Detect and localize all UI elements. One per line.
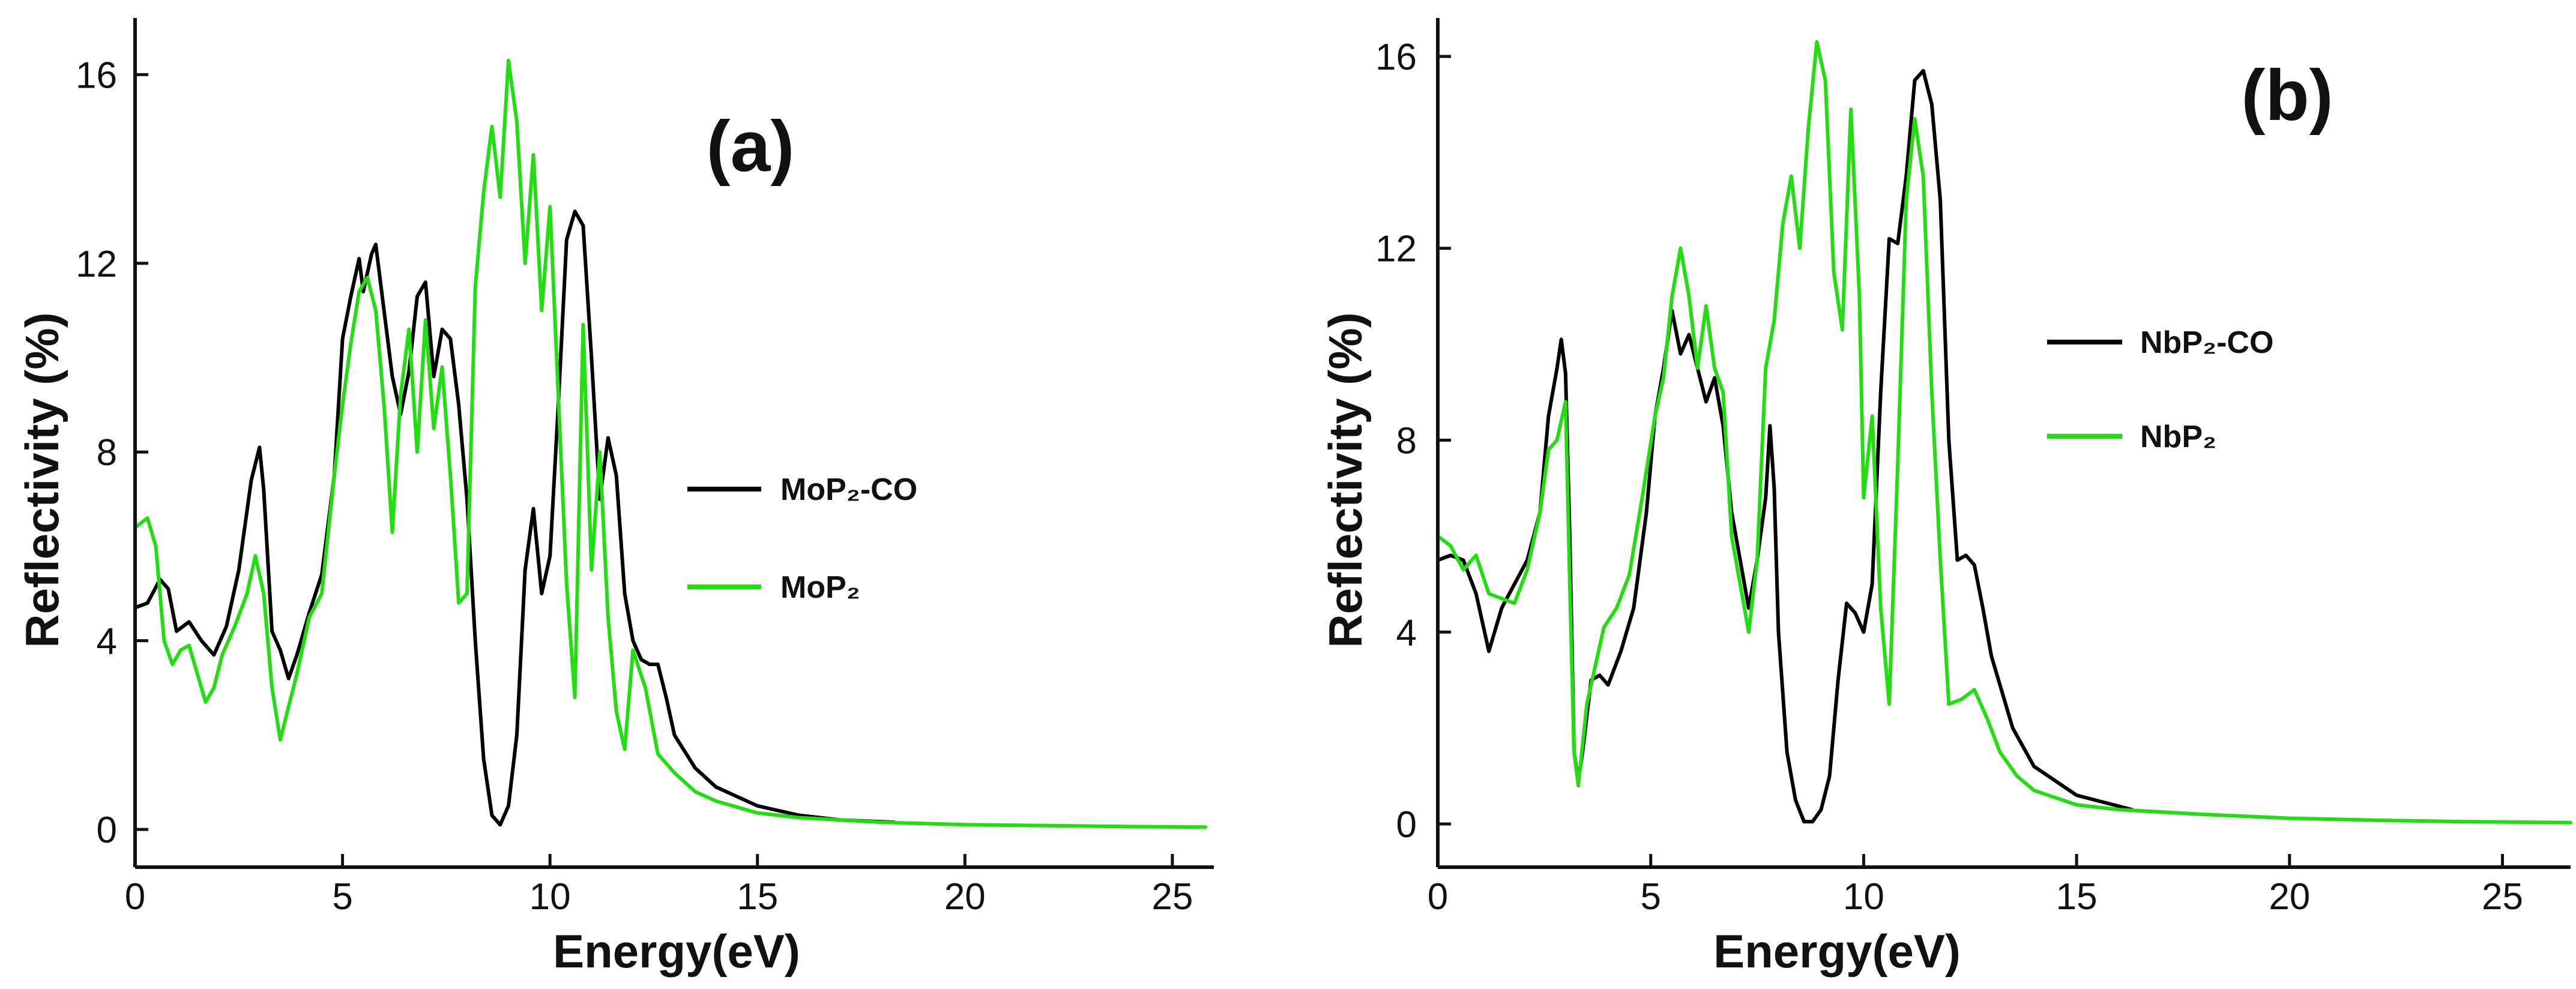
panel-a-y-tick-label-0: 0 <box>97 810 117 851</box>
panel-b-y-tick-label-0: 0 <box>1396 804 1417 846</box>
panel-a-series <box>133 58 1208 829</box>
panel-b-y-tick-label-3: 12 <box>1375 229 1417 270</box>
panel-a-legend-label-1: MoP₂ <box>780 570 860 605</box>
panel-b-y-tick-label-1: 4 <box>1396 612 1417 654</box>
panel-a-y-tick-label-1: 4 <box>97 621 117 663</box>
panel-a-y-ticks: 0 4 8 12 16 <box>76 55 148 851</box>
panel-a-y-tick-label-2: 8 <box>97 432 117 473</box>
panel-a-x-tick-label-3: 15 <box>737 876 778 918</box>
panel-b-y-tick-label-2: 8 <box>1396 421 1417 462</box>
panel-b-chart: (b) Energy(eV) Reflectivity (%) 0481216 … <box>1319 18 2572 978</box>
panel-a-x-tick-label-1: 5 <box>332 876 352 918</box>
panel-b-x-tick-label-5: 25 <box>2482 876 2523 918</box>
panel-a-legend-label-0: MoP₂-CO <box>780 472 917 507</box>
panel-b-legend-label-0: NbP₂-CO <box>2140 325 2273 360</box>
panel-a-x-ticks: 0 5 10 15 20 25 <box>125 854 1193 918</box>
panel-a-series-line-0 <box>133 209 896 827</box>
panel-b-x-ticks: 0 5 10 15 20 25 <box>1428 854 2523 918</box>
panel-b-x-tick-label-3: 15 <box>2056 876 2098 918</box>
panel-a-chart: (a) Energy(eV) Reflectivity (%) 0481216 … <box>16 18 1214 978</box>
panel-b-x-tick-label-4: 20 <box>2269 876 2310 918</box>
panel-b-series <box>1436 40 2572 825</box>
panel-a-x-tick-label-2: 10 <box>529 876 571 918</box>
panel-a-x-tick-label-0: 0 <box>125 876 145 918</box>
panel-b-x-tick-label-1: 5 <box>1640 876 1661 918</box>
panel-b-series-line-1 <box>1436 40 2572 825</box>
panel-b-y-ticks: 0 4 8 12 16 <box>1375 37 1451 846</box>
panel-b-series-line-0 <box>1436 68 2134 824</box>
panel-b-x-axis-title: Energy(eV) <box>1713 925 1961 978</box>
panel-a-x-axis-title: Energy(eV) <box>553 925 800 978</box>
panel-b-x-tick-label-2: 10 <box>1843 876 1884 918</box>
panel-a-series-line-1 <box>133 58 1208 829</box>
panel-a-x-tick-label-5: 25 <box>1151 876 1193 918</box>
panel-b-y-tick-label-4: 16 <box>1375 37 1417 78</box>
panel-a-x-tick-label-4: 20 <box>944 876 986 918</box>
panel-b-x-tick-label-0: 0 <box>1428 876 1448 918</box>
panel-a-y-tick-label-4: 16 <box>76 55 117 96</box>
panel-a-y-axis-title: Reflectivity (%) <box>16 312 68 648</box>
panel-b-label: (b) <box>2241 55 2333 136</box>
panel-a-label: (a) <box>707 106 795 187</box>
panel-b-legend-label-1: NbP₂ <box>2140 419 2216 454</box>
panel-b-y-axis-title: Reflectivity (%) <box>1319 312 1372 648</box>
panel-a-y-tick-label-3: 12 <box>76 244 117 285</box>
